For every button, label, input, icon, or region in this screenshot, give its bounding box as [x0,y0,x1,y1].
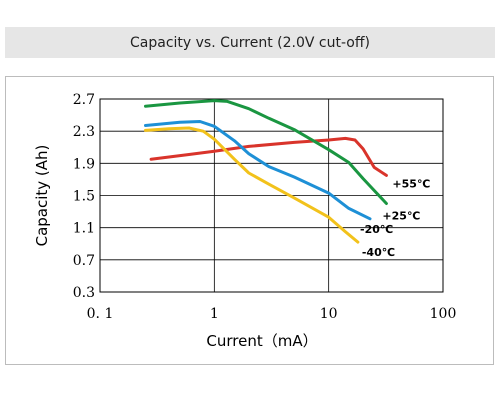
series-labels: +55℃ +25℃-20℃ -40℃ [360,177,430,259]
y-tick-labels: 0.3 0.7 1.1 1.5 1.9 2.3 2.7 [73,92,95,301]
x-tick-label: 0. 1 [87,306,114,322]
y-tick-label: 0.7 [73,253,95,269]
y-tick-label: 1.1 [73,221,95,237]
series-line [149,136,388,177]
y-tick-label: 0.3 [73,285,95,301]
series-label: +55℃ [392,177,430,190]
x-axis-title: Current（mA） [206,332,317,350]
y-tick-label: 1.5 [73,189,95,205]
x-tick-label: 10 [320,306,338,322]
plot-frame [99,98,444,293]
chart-panel [5,76,494,365]
y-tick-label: 1.9 [73,156,95,172]
series-lines [144,99,388,244]
series-line [144,99,388,205]
x-tick-label: 100 [430,306,457,322]
y-tick-label: 2.3 [73,124,95,140]
y-tick-label: 2.7 [73,92,95,108]
y-axis-title: Capacity (Ah) [33,145,51,247]
x-tick-label: 1 [210,306,219,322]
grid-lines [99,98,444,293]
series-label: -40℃ [362,246,395,259]
series-line [144,126,360,244]
x-tick-labels: 0. 1 1 10 100 [87,306,457,322]
series-label: +25℃ [382,210,420,223]
series-label: -20℃ [360,223,393,236]
chart-title-bar: Capacity vs. Current (2.0V cut-off) [5,27,495,58]
chart-title: Capacity vs. Current (2.0V cut-off) [130,34,370,51]
series-line [144,120,372,221]
